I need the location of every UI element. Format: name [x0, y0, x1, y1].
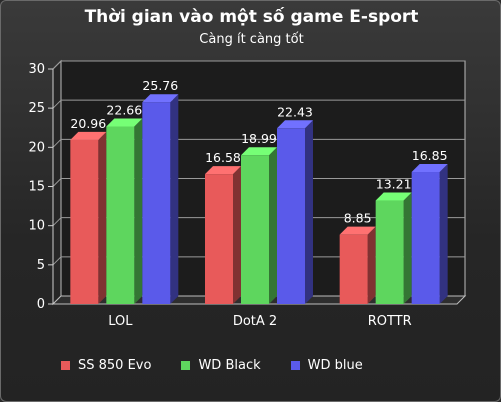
bar-top-2-0 [142, 94, 179, 103]
bar-side-1-0 [134, 118, 143, 304]
y-tick-label: 5 [37, 258, 45, 273]
bar-top-0-1 [205, 166, 241, 175]
bar-top-2-1 [277, 120, 313, 129]
legend-swatch-ss-850-evo [61, 361, 70, 370]
legend-item-wd-blue: WD blue [290, 358, 363, 373]
bar-side-2-1 [305, 120, 313, 304]
bar-ss-850-evo-rottr [339, 234, 368, 304]
gridline-depth [52, 256, 62, 266]
bar-side-2-0 [170, 94, 179, 304]
legend-label-wd-black: WD Black [198, 358, 261, 373]
legend-item-wd-black: WD Black [181, 358, 261, 373]
data-label: 22.43 [277, 104, 313, 119]
bar-wd-blue-lol [142, 102, 171, 304]
chart-legend: SS 850 Evo WD Black WD blue [61, 358, 393, 373]
data-label: 22.66 [106, 102, 142, 117]
data-label: 16.58 [205, 150, 241, 165]
y-tick-label: 10 [28, 219, 45, 234]
gridline-depth [52, 99, 62, 109]
bar-top-1-0 [106, 118, 143, 127]
chart-title: Thời gian vào một số game E-sport [84, 7, 419, 27]
y-tick-label: 15 [28, 180, 45, 195]
x-tick-label: ROTTR [368, 314, 412, 329]
gridline-depth [52, 217, 62, 227]
data-label: 16.85 [412, 148, 448, 163]
bar-wd-black-lol [106, 126, 135, 304]
bar-top-0-2 [339, 226, 376, 235]
bar-wd-black-dota-2 [241, 155, 269, 304]
x-tick-label: LOL [108, 314, 133, 329]
y-tick-label: 25 [28, 101, 45, 116]
legend-label-ss-850-evo: SS 850 Evo [78, 358, 152, 373]
gridline-depth [52, 178, 62, 187]
bar-wd-blue-rottr [411, 172, 440, 304]
bar-wd-black-rottr [375, 200, 404, 304]
bar-top-1-1 [241, 147, 277, 156]
y-tick-label: 0 [37, 297, 45, 312]
legend-item-ss-850-evo: SS 850 Evo [61, 358, 151, 373]
data-label: 13.21 [376, 177, 412, 192]
chart-subtitle: Càng ít càng tốt [199, 32, 304, 47]
bar-side-0-1 [233, 166, 241, 304]
bar-top-0-0 [70, 131, 107, 140]
data-label: 20.96 [70, 116, 106, 131]
data-label: 8.85 [344, 211, 372, 226]
legend-swatch-wd-black [181, 361, 191, 370]
bar-side-1-1 [269, 147, 277, 304]
y-tick-label: 20 [28, 140, 45, 155]
gridline-depth [52, 60, 62, 70]
bar-top-2-2 [411, 164, 448, 173]
legend-swatch-wd-blue [290, 361, 300, 370]
gridline-depth [52, 138, 62, 148]
x-tick-label: DotA 2 [233, 314, 277, 329]
bar-side-1-2 [403, 192, 412, 304]
y-tick-label: 30 [28, 62, 45, 77]
bar-wd-blue-dota-2 [277, 128, 305, 304]
bar-top-1-2 [375, 192, 412, 201]
data-label: 25.76 [142, 78, 178, 93]
legend-label-wd-blue: WD blue [307, 358, 363, 373]
bar-ss-850-evo-lol [70, 139, 99, 304]
bar-side-0-0 [98, 131, 107, 304]
data-label: 18.99 [241, 131, 277, 146]
bar-side-2-2 [439, 164, 448, 304]
bar-ss-850-evo-dota-2 [205, 174, 233, 304]
bar-side-0-2 [367, 226, 376, 304]
